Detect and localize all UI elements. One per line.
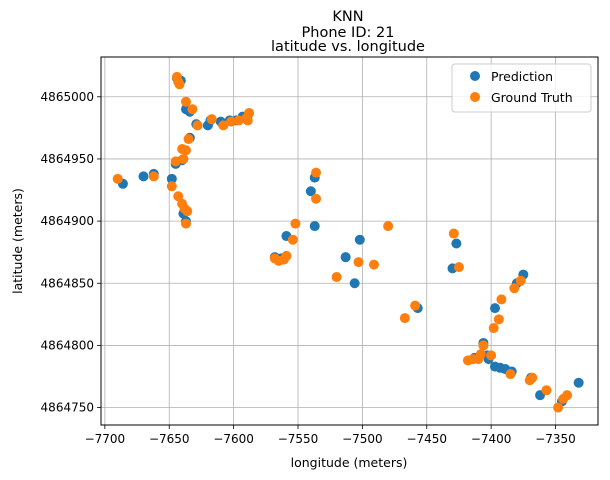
ground-truth-point: [331, 272, 342, 283]
prediction-point: [309, 221, 320, 232]
x-tick-label: −7550: [278, 432, 319, 446]
ground-truth-point: [173, 191, 184, 202]
legend-marker-ground-truth: [470, 92, 480, 102]
prediction-point: [354, 234, 365, 245]
x-tick-label: −7450: [406, 432, 447, 446]
ground-truth-point: [553, 402, 564, 413]
ground-truth-point: [178, 153, 189, 164]
ground-truth-point: [166, 181, 177, 192]
ground-truth-point: [218, 120, 229, 131]
ground-truth-point: [233, 115, 244, 126]
prediction-point: [573, 377, 584, 388]
y-tick-label: 4864850: [41, 276, 94, 290]
ground-truth-point: [496, 294, 507, 305]
ground-truth-point: [170, 156, 181, 167]
ground-truth-point: [493, 314, 504, 325]
ground-truth-point: [226, 116, 237, 127]
ground-truth-point: [505, 369, 516, 380]
ground-truth-point: [112, 173, 123, 184]
legend-box: [451, 63, 592, 113]
ground-truth-point: [290, 218, 301, 229]
y-axis-label: latitude (meters): [10, 188, 25, 294]
x-tick-label: −7700: [85, 432, 126, 446]
prediction-point: [451, 238, 462, 249]
ground-truth-point: [562, 390, 573, 401]
ground-truth-point: [148, 171, 159, 182]
chart-title-line1: Phone ID: 21: [302, 25, 395, 41]
ground-truth-point: [180, 145, 191, 156]
ground-truth-point: [473, 354, 484, 365]
ground-truth-point: [353, 257, 364, 268]
ground-truth-point: [527, 372, 538, 383]
ground-truth-point: [478, 340, 489, 351]
ground-truth-point: [383, 221, 394, 232]
ground-truth-point: [242, 115, 253, 126]
legend: Prediction Ground Truth: [451, 63, 592, 113]
ground-truth-point: [462, 355, 473, 366]
ground-truth-point: [311, 167, 322, 178]
legend-label-prediction: Prediction: [491, 69, 553, 84]
ground-truth-point: [311, 193, 322, 204]
suptitle: KNN: [332, 9, 363, 25]
ground-truth-point: [368, 259, 379, 270]
ground-truth-point: [206, 114, 217, 125]
y-axis-ticks: 4864750 4864800 4864850 4864900 4864950 48650…: [41, 90, 101, 415]
ground-truth-point: [187, 104, 198, 115]
x-tick-label: −7500: [342, 432, 383, 446]
x-tick-label: −7600: [213, 432, 254, 446]
prediction-point: [340, 252, 351, 263]
plot-area-frame: [100, 56, 599, 426]
ground-truth-point: [281, 250, 292, 261]
data-points: [112, 71, 584, 413]
prediction-point: [305, 186, 316, 197]
ground-truth-point: [488, 323, 499, 334]
x-tick-label: −7650: [149, 432, 190, 446]
ground-truth-point: [180, 96, 191, 107]
ground-truth-point: [453, 262, 464, 273]
ground-truth-point: [399, 313, 410, 324]
prediction-point: [489, 303, 500, 314]
chart-title-line2: latitude vs. longitude: [271, 39, 425, 55]
x-tick-label: −7400: [471, 432, 512, 446]
ground-truth-point: [192, 120, 203, 131]
ground-truth-point: [287, 234, 298, 245]
y-tick-label: 4864950: [41, 152, 94, 166]
prediction-point: [349, 278, 360, 289]
ground-truth-point: [515, 275, 526, 286]
legend-marker-prediction: [470, 71, 480, 81]
y-tick-label: 4864800: [41, 338, 94, 352]
prediction-point: [166, 173, 177, 184]
legend-label-ground-truth: Ground Truth: [491, 90, 573, 105]
x-axis-label: longitude (meters): [291, 455, 408, 470]
prediction-point: [138, 171, 149, 182]
ground-truth-point: [182, 206, 193, 217]
y-tick-label: 4864750: [41, 401, 94, 415]
ground-truth-point: [174, 79, 185, 90]
ground-truth-point: [244, 107, 255, 118]
ground-truth-point: [486, 350, 497, 361]
ground-truth-point: [410, 300, 421, 311]
ground-truth-point: [448, 228, 459, 239]
ground-truth-point: [183, 134, 194, 145]
ground-truth-point: [541, 385, 552, 396]
grid-lines: [101, 57, 598, 425]
ground-truth-point: [180, 218, 191, 229]
y-tick-label: 4865000: [41, 90, 94, 104]
x-tick-label: −7350: [535, 432, 576, 446]
ground-truth-point: [509, 283, 520, 294]
x-axis-ticks: −7700 −7650 −7600 −7550 −7500 −7450 −7400 −7350: [85, 425, 576, 446]
y-tick-label: 4864900: [41, 214, 94, 228]
